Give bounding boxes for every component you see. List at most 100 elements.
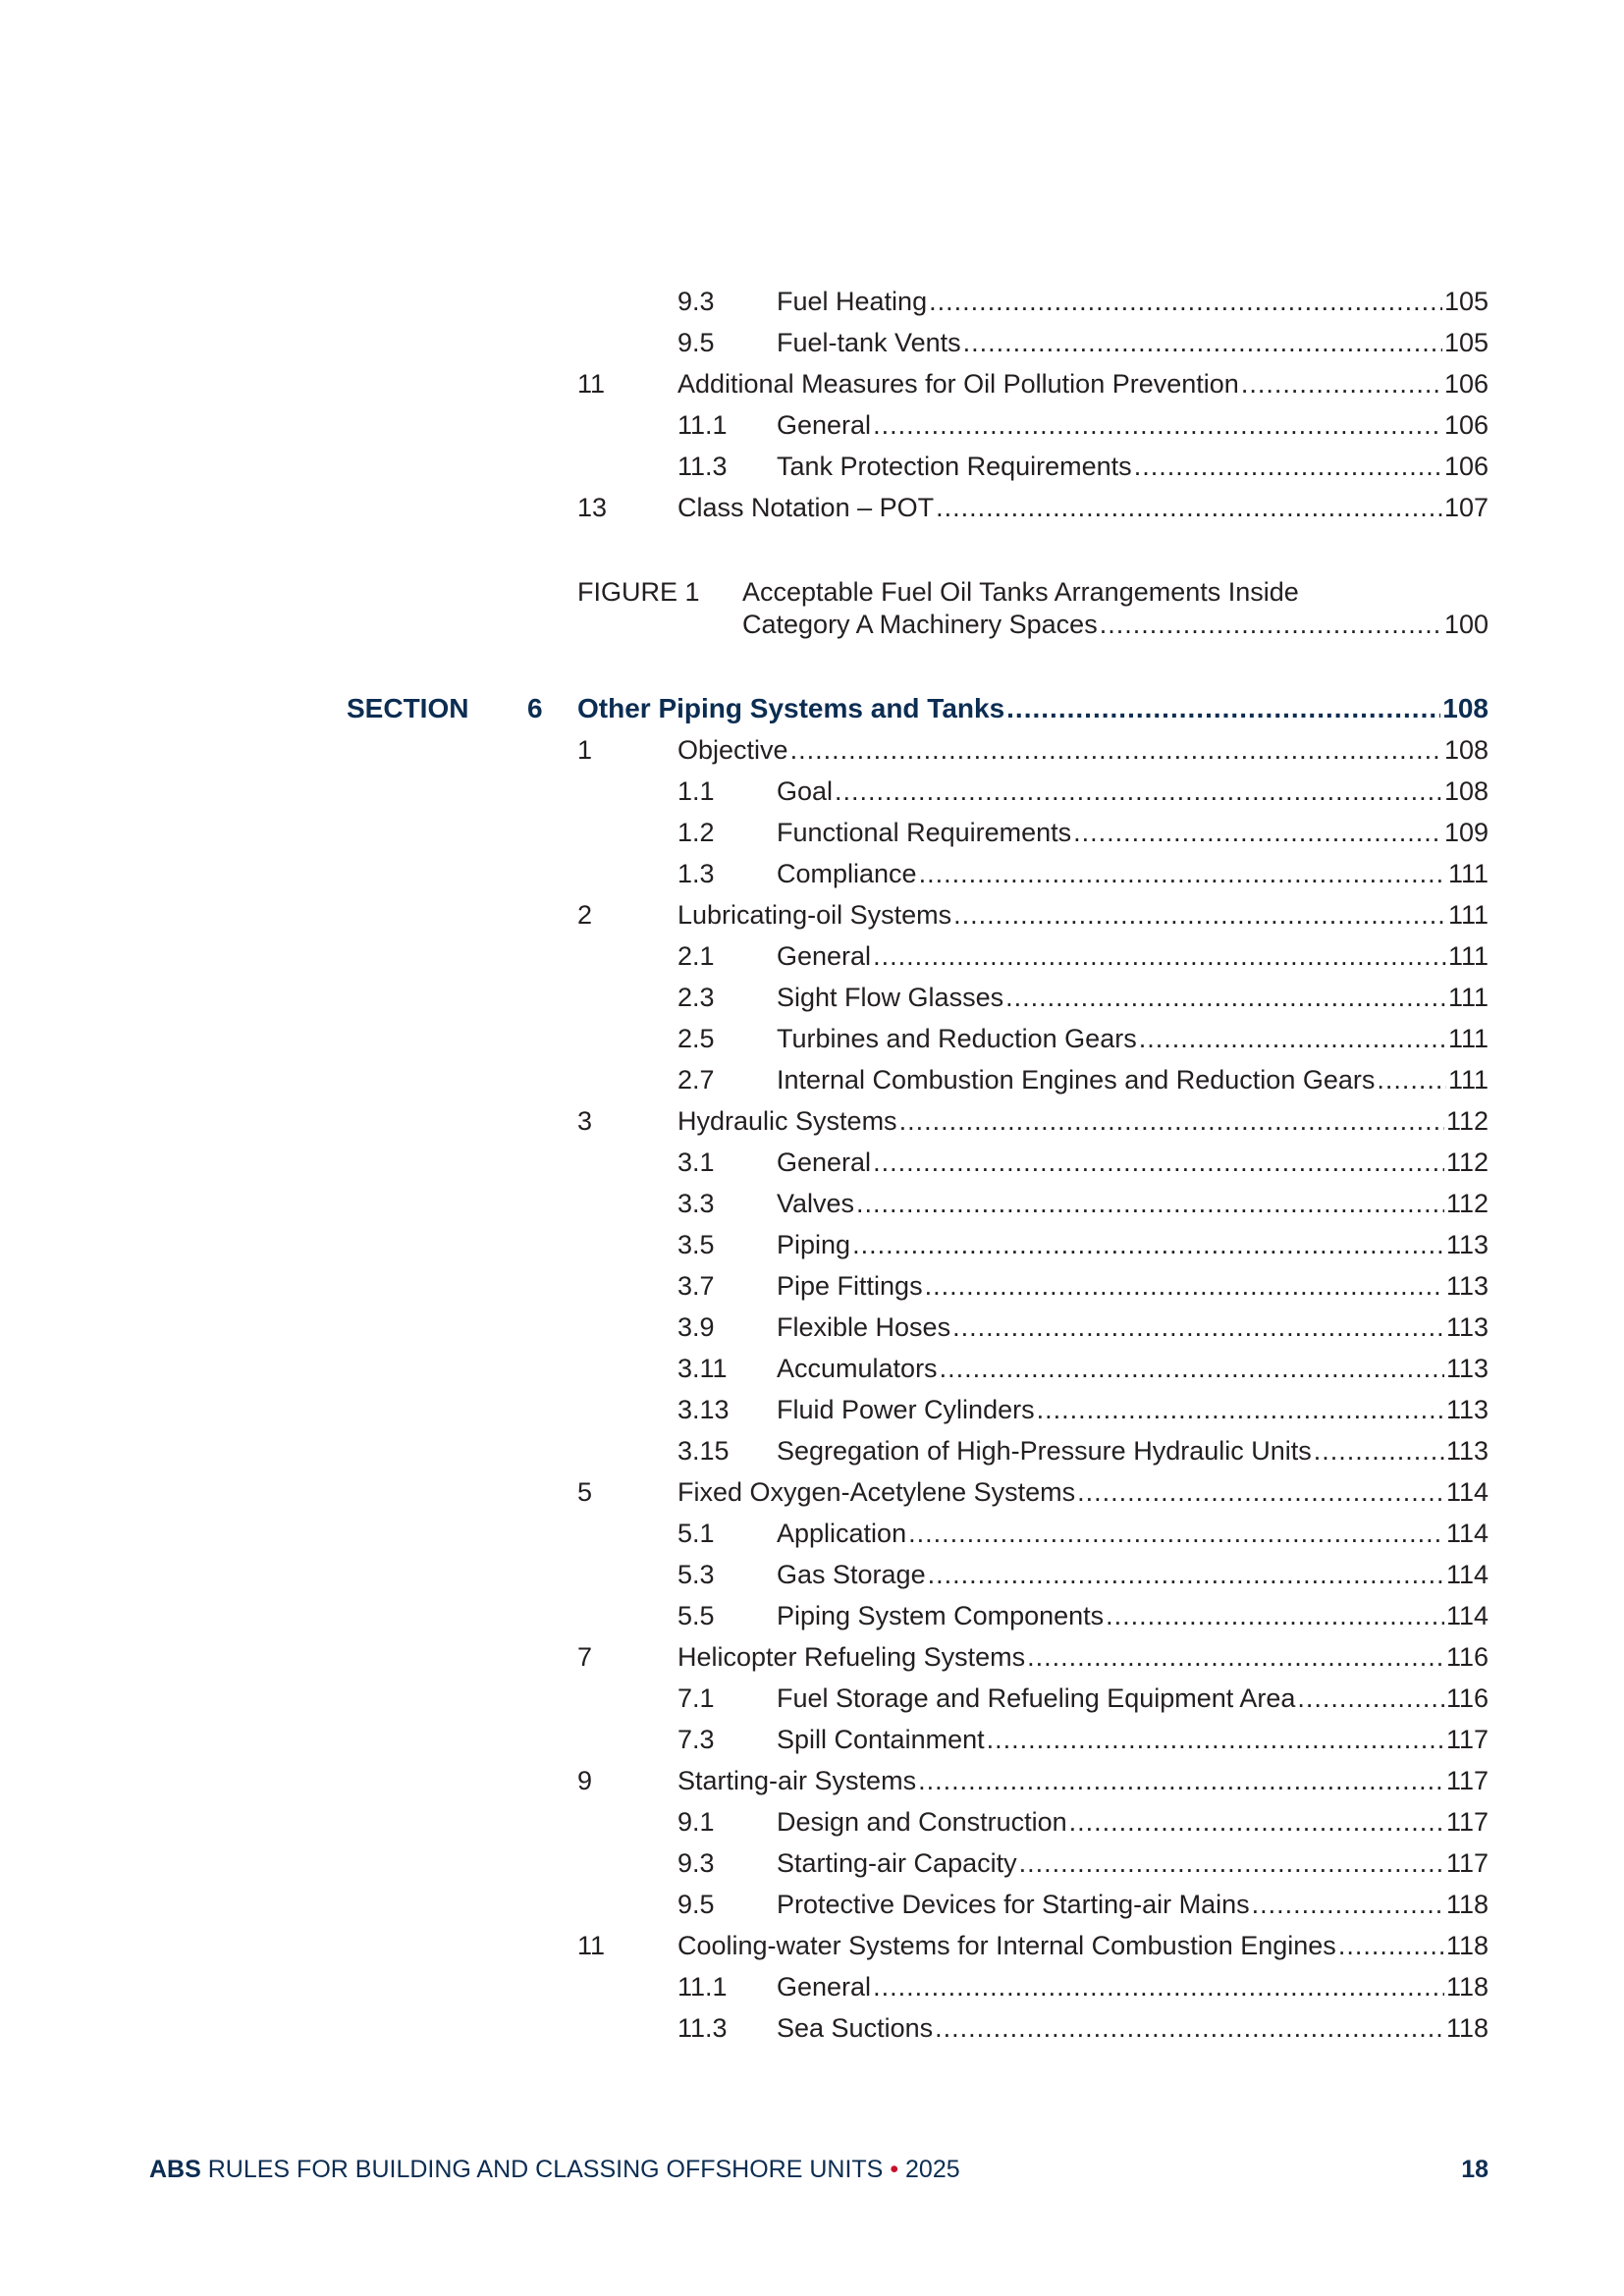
dot-leader	[1035, 1389, 1444, 1430]
dot-leader	[1098, 609, 1442, 641]
toc-entry[interactable]: 11 Cooling-water Systems for Internal Com…	[0, 1925, 1624, 1966]
entry-page: 113	[1443, 1224, 1489, 1265]
toc-entry[interactable]: 9.3 Fuel Heating 105	[0, 281, 1624, 322]
entry-number: 13	[577, 493, 608, 522]
entry-page: 113	[1443, 1348, 1489, 1389]
toc-entry[interactable]: 3.15 Segregation of High-Pressure Hydraul…	[0, 1430, 1624, 1471]
toc-entry[interactable]: 3.11 Accumulators 113	[0, 1348, 1624, 1389]
entry-number: 3.9	[677, 1312, 715, 1342]
toc-entry[interactable]: 9.5 Protective Devices for Starting-air M…	[0, 1884, 1624, 1925]
entry-page: 111	[1445, 935, 1489, 977]
entry-number: 1.2	[677, 818, 715, 847]
dot-leader	[951, 894, 1446, 935]
entry-title: Piping System Components	[777, 1601, 1105, 1630]
toc-entry[interactable]: 1 Objective 108	[0, 729, 1624, 771]
figure-label: FIGURE 1	[577, 577, 700, 607]
entry-page: 111	[1445, 853, 1489, 894]
entry-number: 3	[577, 1106, 593, 1136]
dot-leader	[1336, 1925, 1444, 1966]
entry-number: 5.3	[677, 1560, 715, 1589]
entry-number: 11.3	[677, 2013, 728, 2043]
dot-leader	[1312, 1430, 1444, 1471]
entry-number: 11	[577, 1931, 606, 1960]
toc-entry[interactable]: 5.1 Application 114	[0, 1513, 1624, 1554]
toc-entry[interactable]: 1.2 Functional Requirements 109	[0, 812, 1624, 853]
toc-entry[interactable]: 7.3 Spill Containment 117	[0, 1719, 1624, 1760]
toc-entry[interactable]: 3.9 Flexible Hoses 113	[0, 1307, 1624, 1348]
figure-title-line2: Category A Machinery Spaces	[742, 610, 1098, 639]
entry-number: 1.3	[677, 859, 715, 888]
dot-leader	[917, 853, 1446, 894]
toc-entry[interactable]: 2.5 Turbines and Reduction Gears 111	[0, 1018, 1624, 1059]
toc-entry[interactable]: 5 Fixed Oxygen-Acetylene Systems 114	[0, 1471, 1624, 1513]
entry-title: Accumulators	[777, 1354, 938, 1383]
toc-entry[interactable]: 2.7 Internal Combustion Engines and Reduc…	[0, 1059, 1624, 1100]
toc-entry[interactable]: 1.1 Goal 108	[0, 771, 1624, 812]
toc-entry[interactable]: 9.1 Design and Construction 117	[0, 1801, 1624, 1842]
figure-page: 100	[1441, 609, 1489, 641]
dot-leader	[1137, 1018, 1446, 1059]
toc-entry[interactable]: 3 Hydraulic Systems 112	[0, 1100, 1624, 1142]
dot-leader	[897, 1100, 1444, 1142]
dot-leader	[1295, 1678, 1444, 1719]
toc-entry[interactable]: 1.3 Compliance 111	[0, 853, 1624, 894]
entry-number: 2.5	[677, 1024, 715, 1053]
toc-entry[interactable]: 9.3 Starting-air Capacity 117	[0, 1842, 1624, 1884]
dot-leader	[871, 1142, 1444, 1183]
dot-leader	[985, 1719, 1444, 1760]
toc-entry[interactable]: 7 Helicopter Refueling Systems 116	[0, 1636, 1624, 1678]
entry-number: 7.1	[677, 1683, 715, 1713]
entry-title: General	[777, 941, 872, 971]
entry-number: 5.1	[677, 1519, 715, 1548]
toc-entry[interactable]: 11.3 Tank Protection Requirements 106	[0, 446, 1624, 487]
toc-entry[interactable]: 13 Class Notation – POT 107	[0, 487, 1624, 528]
entry-page: 106	[1441, 363, 1489, 404]
toc-entry[interactable]: 3.5 Piping 113	[0, 1224, 1624, 1265]
entry-number: 2.7	[677, 1065, 715, 1095]
dot-leader	[833, 771, 1442, 812]
toc-entry[interactable]: 11.3 Sea Suctions 118	[0, 2007, 1624, 2049]
entry-page: 118	[1443, 1925, 1489, 1966]
toc-entry[interactable]: 7.1 Fuel Storage and Refueling Equipment …	[0, 1678, 1624, 1719]
toc-entry[interactable]: 11 Additional Measures for Oil Pollution …	[0, 363, 1624, 404]
toc-entry[interactable]: 3.7 Pipe Fittings 113	[0, 1265, 1624, 1307]
entry-page: 118	[1443, 1884, 1489, 1925]
section-heading[interactable]: SECTION 6 Other Piping Systems and Tanks…	[0, 688, 1624, 729]
dot-leader	[933, 2007, 1444, 2049]
dot-leader	[1239, 363, 1442, 404]
toc-entry[interactable]: 11.1 General 118	[0, 1966, 1624, 2007]
dot-leader	[926, 1554, 1444, 1595]
toc-entry[interactable]: 3.1 General 112	[0, 1142, 1624, 1183]
entry-title: Additional Measures for Oil Pollution Pr…	[677, 369, 1239, 399]
entry-number: 7	[577, 1642, 593, 1672]
toc-entry[interactable]: 5.5 Piping System Components 114	[0, 1595, 1624, 1636]
entry-number: 1.1	[677, 776, 715, 806]
entry-title: Gas Storage	[777, 1560, 926, 1589]
toc-entry[interactable]: 2.1 General 111	[0, 935, 1624, 977]
dot-leader	[1132, 446, 1442, 487]
entry-number: 3.1	[677, 1148, 715, 1177]
entry-number: 11.1	[677, 410, 728, 440]
figure-entry[interactable]: FIGURE 1 Acceptable Fuel Oil Tanks Arran…	[0, 576, 1624, 641]
toc-entry[interactable]: 3.3 Valves 112	[0, 1183, 1624, 1224]
dot-leader	[927, 281, 1442, 322]
entry-title: Fuel Storage and Refueling Equipment Are…	[777, 1683, 1296, 1713]
toc-entry[interactable]: 2 Lubricating-oil Systems 111	[0, 894, 1624, 935]
entry-title: Cooling-water Systems for Internal Combu…	[677, 1931, 1336, 1960]
toc-entry[interactable]: 9.5 Fuel-tank Vents 105	[0, 322, 1624, 363]
toc-entry[interactable]: 3.13 Fluid Power Cylinders 113	[0, 1389, 1624, 1430]
toc-entry[interactable]: 9 Starting-air Systems 117	[0, 1760, 1624, 1801]
entry-number: 3.15	[677, 1436, 730, 1466]
toc-entry[interactable]: 11.1 General 106	[0, 404, 1624, 446]
dot-leader	[871, 935, 1446, 977]
entry-page: 111	[1445, 894, 1489, 935]
entry-page: 114	[1443, 1513, 1489, 1554]
entry-page: 112	[1443, 1100, 1489, 1142]
entry-title: Fixed Oxygen-Acetylene Systems	[677, 1477, 1076, 1507]
toc-entry[interactable]: 5.3 Gas Storage 114	[0, 1554, 1624, 1595]
entry-page: 118	[1443, 2007, 1489, 2049]
toc-entry[interactable]: 2.3 Sight Flow Glasses 111	[0, 977, 1624, 1018]
entry-title: Class Notation – POT	[677, 493, 935, 522]
entry-title: Sight Flow Glasses	[777, 983, 1004, 1012]
entry-page: 106	[1441, 404, 1489, 446]
